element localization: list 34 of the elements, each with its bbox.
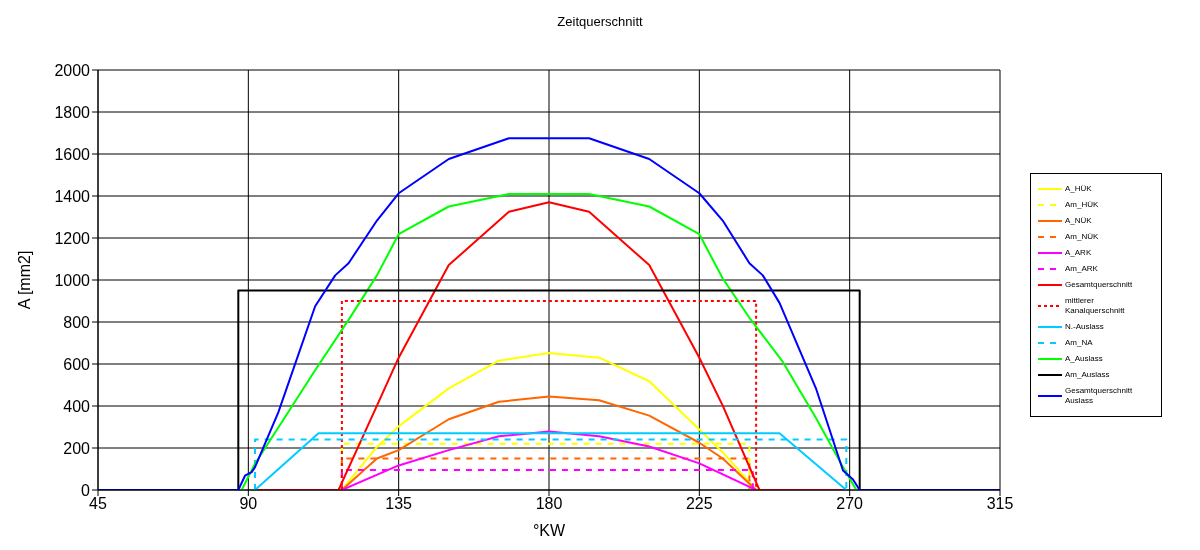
legend-label: Gesamtquerschnitt Auslass	[1065, 386, 1134, 406]
legend-label: Am_NÜK	[1065, 232, 1099, 242]
legend-label: A_Auslass	[1065, 354, 1103, 364]
legend-label: Am_NA	[1065, 338, 1093, 348]
y-axis-title: A [mm2]	[15, 250, 33, 310]
x-tick-label: 90	[239, 495, 258, 513]
legend-label: Am_HÜK	[1065, 200, 1099, 210]
y-tick-label: 600	[63, 355, 91, 373]
y-tick-label: 1600	[54, 145, 91, 163]
x-tick-label: 225	[685, 495, 713, 513]
y-tick-label: 200	[63, 439, 91, 457]
x-tick-label: 180	[535, 495, 563, 513]
y-tick-label: 1400	[54, 187, 91, 205]
y-tick-label: 800	[63, 313, 91, 331]
legend-label: Am_ARK	[1065, 264, 1098, 274]
y-tick-label: 2000	[54, 61, 91, 79]
x-tick-label: 135	[385, 495, 413, 513]
legend-label: Gesamtquerschnitt	[1065, 280, 1133, 290]
chart-title: Zeitquerschnitt	[556, 13, 644, 31]
y-tick-label: 1000	[54, 271, 91, 289]
x-tick-label: 45	[89, 495, 107, 513]
x-tick-label: 270	[836, 495, 864, 513]
y-tick-label: 1200	[54, 229, 91, 247]
legend-label: A_NÜK	[1065, 216, 1092, 226]
legend-label: A_HÜK	[1065, 184, 1092, 194]
y-tick-label: 0	[81, 481, 91, 499]
y-tick-label: 1800	[54, 103, 91, 121]
legend-label: Am_Auslass	[1065, 370, 1110, 380]
legend-label: A_ARK	[1065, 248, 1092, 258]
legend-label: mittlerer Kanalquerschnitt	[1065, 296, 1126, 316]
x-tick-label: 315	[986, 495, 1014, 513]
y-tick-label: 400	[63, 397, 91, 415]
legend-label: N.-Auslass	[1065, 322, 1104, 332]
x-axis-title: °KW	[532, 522, 566, 539]
